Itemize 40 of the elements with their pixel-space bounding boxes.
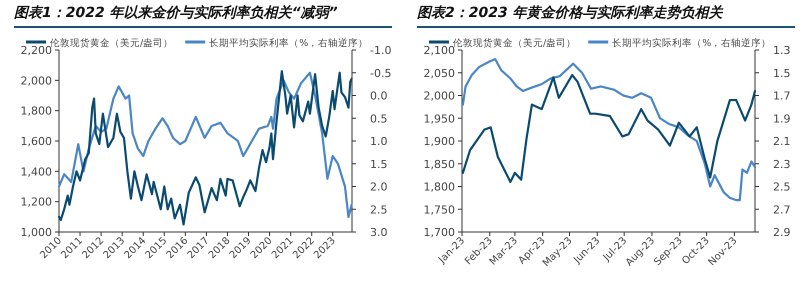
y-tick-label: 2,200 [20,44,52,57]
y2-tick-label: 1.5 [773,66,790,80]
legend-label: 长期平均实际利率（%，右轴逆序） [209,37,368,49]
y2-tick-label: 2.5 [370,203,388,216]
y2-tick-label: 2.1 [773,135,790,148]
y-tick-label: 1,800 [424,180,455,194]
y2-tick-label: 1.0 [370,135,388,148]
y2-tick-label: 1.7 [773,90,790,102]
y-tick-label: 1,900 [424,135,455,148]
y-tick-label: 1,750 [424,203,455,216]
y2-tick-label: 1.9 [773,112,790,126]
y-tick-label: 1,950 [424,112,455,126]
y-tick-label: 2,000 [20,74,52,88]
y2-tick-label: 2.3 [773,158,790,171]
y-tick-label: 1,700 [424,226,455,239]
chart-title: 图表2：2023 年黄金价格与实际利率走势负相关 [417,4,724,21]
y-tick-label: 2,050 [424,66,455,80]
y-tick-label: 1,800 [20,104,52,118]
y2-tick-label: 2.5 [773,180,790,194]
legend-label: 长期平均实际利率（%，右轴逆序） [612,37,772,49]
y2-tick-label: 2.0 [370,180,388,194]
legend-label: 伦敦现货黄金（美元/盎司） [50,37,174,49]
y2-tick-label: 3.0 [370,226,388,239]
legend-label: 伦敦现货黄金（美元/盎司） [453,37,576,49]
y2-tick-label: -0.5 [370,66,392,80]
y2-tick-label: 0.0 [370,90,388,102]
y-tick-label: 2,100 [424,44,455,57]
y-tick-label: 1,000 [20,226,52,239]
y-tick-label: 2,000 [424,90,455,102]
chart-title: 图表1：2022 年以来金价与实际利率负相关“减弱” [14,4,338,21]
y2-tick-label: 2.9 [773,226,790,239]
y-tick-label: 1,850 [424,158,455,171]
y2-tick-label: 0.5 [370,112,388,126]
y2-tick-label: 1.3 [773,44,790,57]
y2-tick-label: 2.7 [773,203,790,216]
y2-tick-label: -1.0 [370,44,392,57]
y-tick-label: 1,600 [20,135,52,148]
y2-tick-label: 1.5 [370,158,388,171]
y-tick-label: 1,400 [20,165,52,178]
y-tick-label: 1,200 [20,196,52,209]
